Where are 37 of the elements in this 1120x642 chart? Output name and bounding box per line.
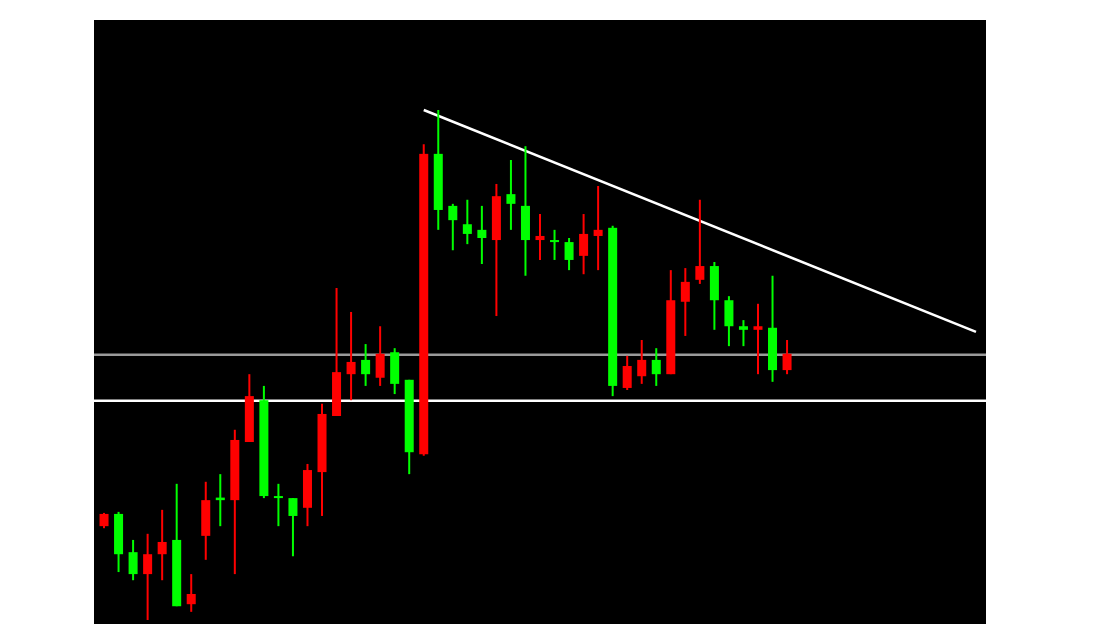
candlestick <box>738 319 748 348</box>
candlestick <box>477 204 487 266</box>
candlestick <box>186 573 196 613</box>
candlestick <box>651 347 661 387</box>
candlestick <box>680 267 690 337</box>
candlestick <box>550 228 560 261</box>
candlestick <box>201 480 211 561</box>
candlestick <box>695 198 705 285</box>
candlestick <box>724 295 734 348</box>
candlestick <box>302 462 312 528</box>
candlestick <box>462 198 472 246</box>
candlestick <box>637 339 647 385</box>
candlestick <box>390 347 400 396</box>
candlestick <box>535 213 545 261</box>
candlestick <box>273 482 283 528</box>
candlestick <box>143 532 153 621</box>
candlestick <box>520 145 530 277</box>
candlestick <box>593 184 603 272</box>
candlestick <box>128 538 138 582</box>
candlestick <box>768 274 778 383</box>
candlestick <box>579 213 589 276</box>
candlestick <box>491 182 501 318</box>
candlestick <box>157 508 167 582</box>
candlestick <box>375 325 385 387</box>
candlestick <box>506 158 516 231</box>
candlestick <box>753 302 763 376</box>
candlestick <box>448 202 458 252</box>
candlestick <box>332 286 342 417</box>
candlestick <box>288 497 298 558</box>
candlestick <box>244 373 254 444</box>
candlestick <box>709 260 719 331</box>
candlestick <box>346 310 356 402</box>
candlestick <box>782 339 792 376</box>
candlestick <box>622 354 632 391</box>
candlestick <box>114 510 124 574</box>
candlestick <box>361 343 371 387</box>
candlestick <box>564 237 574 272</box>
